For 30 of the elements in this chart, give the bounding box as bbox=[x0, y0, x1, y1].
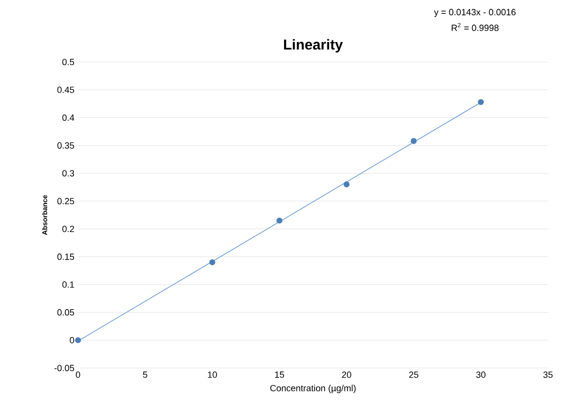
y-tick-label: -0.05 bbox=[54, 364, 74, 372]
y-tick-label: 0.2 bbox=[62, 226, 74, 232]
y-tick-label: 0.05 bbox=[57, 309, 74, 316]
point bbox=[344, 181, 350, 188]
text: R$^{2}$ = 0.9998 bbox=[452, 22, 499, 32]
y-tick-label: 0.4 bbox=[62, 114, 74, 121]
x-tick-label: 35 bbox=[543, 372, 553, 378]
y-tick-label: 0.25 bbox=[57, 198, 74, 204]
x-tick-label: 10 bbox=[208, 372, 217, 378]
y-tick-label: 0.3 bbox=[62, 170, 74, 176]
y-tick-label: 0.1 bbox=[62, 281, 74, 288]
x-tick-label: 25 bbox=[409, 372, 418, 378]
point bbox=[478, 99, 484, 106]
x-axis-title: Concentration (µg/ml) bbox=[270, 384, 356, 394]
x-tick-label: 30 bbox=[476, 372, 486, 378]
chart-title: Linearity bbox=[284, 39, 343, 53]
text: y = 0.0143x - 0.0016 bbox=[434, 8, 516, 18]
y-tick-label: 0.35 bbox=[57, 142, 74, 149]
point bbox=[276, 218, 282, 224]
x-tick-label: 20 bbox=[342, 372, 352, 378]
x-tick-label: 0 bbox=[76, 372, 80, 378]
y-tick-label: 0 bbox=[70, 337, 74, 344]
point bbox=[410, 138, 417, 144]
point bbox=[75, 337, 81, 344]
y-tick-label: 0.15 bbox=[57, 254, 74, 260]
y-tick-label: 0.5 bbox=[62, 58, 74, 66]
x-tick-label: 5 bbox=[143, 372, 148, 378]
point bbox=[209, 259, 216, 266]
x-tick-label: 15 bbox=[275, 372, 284, 378]
y-tick-label: 0.45 bbox=[57, 86, 74, 93]
